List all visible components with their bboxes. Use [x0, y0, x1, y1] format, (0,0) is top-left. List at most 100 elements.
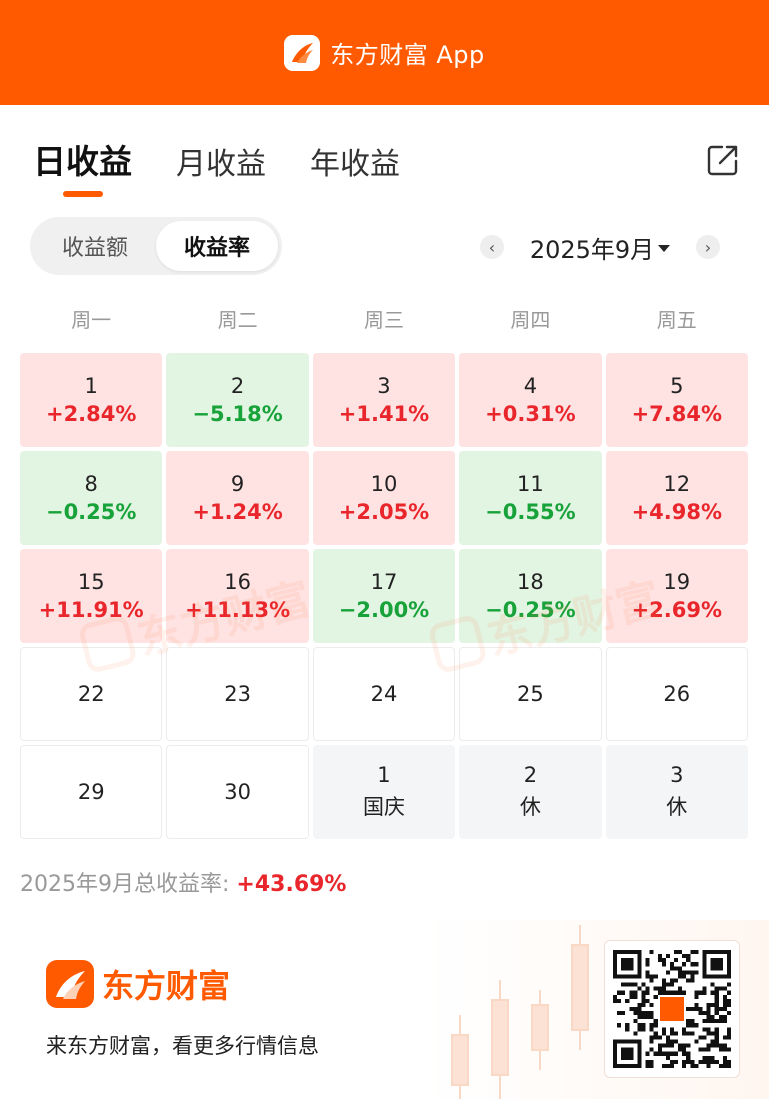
calendar-day-cell[interactable]: 16 +11.13%: [166, 549, 309, 643]
calendar-day-cell[interactable]: 1 国庆: [312, 745, 456, 839]
calendar-day-cell[interactable]: 5 +7.84%: [605, 353, 748, 447]
day-holiday-note: 国庆: [362, 795, 405, 819]
tab-daily[interactable]: 日收益: [33, 135, 132, 197]
tab-yearly[interactable]: 年收益: [310, 147, 400, 182]
calendar-day-cell[interactable]: 15 +11.91%: [20, 549, 163, 643]
day-number: 17: [370, 570, 398, 594]
weekday-label: 周五: [656, 308, 697, 332]
eastmoney-logo-icon: [284, 34, 321, 71]
day-return-value: −5.18%: [192, 402, 283, 426]
day-number: 26: [663, 682, 691, 706]
qr-code-icon: [604, 940, 740, 1078]
calendar-day-cell[interactable]: 22: [20, 647, 163, 741]
eastmoney-logo-icon: [46, 960, 94, 1008]
calendar-day-cell[interactable]: 25: [459, 647, 602, 741]
calendar-day-cell[interactable]: 29: [20, 745, 163, 839]
day-return-value: −0.55%: [485, 500, 576, 524]
day-return-value: +2.84%: [45, 402, 137, 426]
day-return-value: +2.05%: [338, 500, 430, 524]
month-total: 2025年9月总收益率: +43.69%: [20, 866, 346, 898]
day-holiday-note: 休: [666, 795, 688, 819]
calendar-grid: 1 +2.84% 2 −5.18% 3 +1.41% 4 +0.31% 5 +7.84% 8 −0.2…: [20, 353, 748, 839]
day-number: 29: [77, 780, 105, 804]
day-return-value: +0.31%: [485, 402, 576, 426]
calendar-day-cell[interactable]: 8 −0.25%: [20, 451, 163, 545]
weekday-label: 周一: [71, 308, 112, 332]
day-number: 4: [523, 374, 538, 398]
header-title: 东方财富 App: [330, 41, 485, 69]
day-number: 8: [84, 472, 98, 496]
calendar-day-cell[interactable]: 24: [312, 647, 456, 741]
day-return-value: +2.69%: [631, 598, 723, 622]
calendar-day-cell[interactable]: 18 −0.25%: [459, 549, 602, 643]
day-number: 24: [370, 682, 398, 706]
day-return-value: +1.24%: [192, 500, 283, 524]
day-number: 15: [77, 570, 105, 594]
month-label: 2025年9月: [529, 235, 655, 264]
chevron-left-icon[interactable]: ‹: [480, 235, 504, 259]
tab-monthly[interactable]: 月收益: [176, 147, 266, 182]
weekday-label: 周四: [510, 308, 551, 332]
calendar-day-cell[interactable]: 4 +0.31%: [459, 353, 602, 447]
candlestick-decoration-icon: [451, 925, 589, 1099]
caret-down-icon: [658, 245, 671, 252]
day-number: 1: [377, 763, 391, 787]
day-number: 19: [663, 570, 691, 594]
day-number: 18: [517, 570, 544, 594]
day-number: 5: [670, 374, 684, 398]
calendar-day-cell[interactable]: 2 −5.18%: [166, 353, 309, 447]
day-number: 2: [230, 374, 245, 398]
calendar-day-cell[interactable]: 11 −0.55%: [459, 451, 602, 545]
day-number: 11: [517, 472, 544, 496]
calendar-day-cell[interactable]: 9 +1.24%: [166, 451, 309, 545]
day-return-value: +11.91%: [38, 598, 144, 622]
footer-slogan: 来东方财富，看更多行情信息: [46, 1034, 319, 1058]
share-icon[interactable]: [706, 143, 740, 177]
period-tabs: 日收益 月收益 年收益: [33, 135, 400, 197]
promo-footer: 东方财富 来东方财富，看更多行情信息: [0, 920, 769, 1099]
toggle-amount[interactable]: 收益额: [61, 236, 128, 261]
day-holiday-note: 休: [519, 795, 541, 819]
chevron-right-icon[interactable]: ›: [695, 235, 720, 259]
app-header: 东方财富 App: [0, 0, 769, 105]
day-number: 3: [670, 763, 684, 787]
day-return-value: +4.98%: [631, 500, 723, 524]
brand-name: 东方财富: [102, 967, 231, 1005]
footer-brand: 东方财富: [46, 960, 230, 1008]
month-navigator: ‹ 2025年9月 ›: [480, 228, 720, 266]
calendar-day-cell[interactable]: 17 −2.00%: [312, 549, 456, 643]
weekday-header: 周一 周二 周三 周四 周五: [20, 304, 748, 333]
toggle-rate[interactable]: 收益率: [156, 221, 278, 271]
day-number: 12: [663, 472, 691, 496]
day-number: 2: [523, 763, 538, 787]
weekday-label: 周三: [363, 308, 404, 332]
day-number: 10: [370, 472, 398, 496]
day-number: 1: [84, 374, 98, 398]
total-value: +43.69%: [236, 872, 347, 897]
day-number: 30: [224, 780, 251, 804]
day-number: 23: [224, 682, 251, 706]
month-picker[interactable]: 2025年9月: [529, 230, 671, 265]
calendar-day-cell[interactable]: 26: [605, 647, 748, 741]
day-number: 16: [224, 570, 251, 594]
calendar-day-cell[interactable]: 1 +2.84%: [20, 353, 163, 447]
calendar-day-cell[interactable]: 10 +2.05%: [312, 451, 456, 545]
calendar-day-cell[interactable]: 30: [166, 745, 309, 839]
day-return-value: +1.41%: [338, 402, 430, 426]
day-number: 9: [230, 472, 245, 496]
weekday-label: 周二: [217, 308, 258, 332]
day-number: 25: [517, 682, 544, 706]
total-label: 2025年9月总收益率:: [20, 872, 230, 897]
day-return-value: +7.84%: [631, 402, 723, 426]
calendar-day-cell[interactable]: 12 +4.98%: [605, 451, 748, 545]
calendar-day-cell[interactable]: 19 +2.69%: [605, 549, 748, 643]
calendar-day-cell[interactable]: 23: [166, 647, 309, 741]
day-return-value: −2.00%: [338, 598, 430, 622]
day-return-value: +11.13%: [185, 598, 291, 622]
metric-toggle: 收益额 收益率: [30, 217, 282, 275]
calendar-day-cell[interactable]: 3 +1.41%: [312, 353, 456, 447]
day-number: 3: [377, 374, 391, 398]
day-number: 22: [77, 682, 105, 706]
